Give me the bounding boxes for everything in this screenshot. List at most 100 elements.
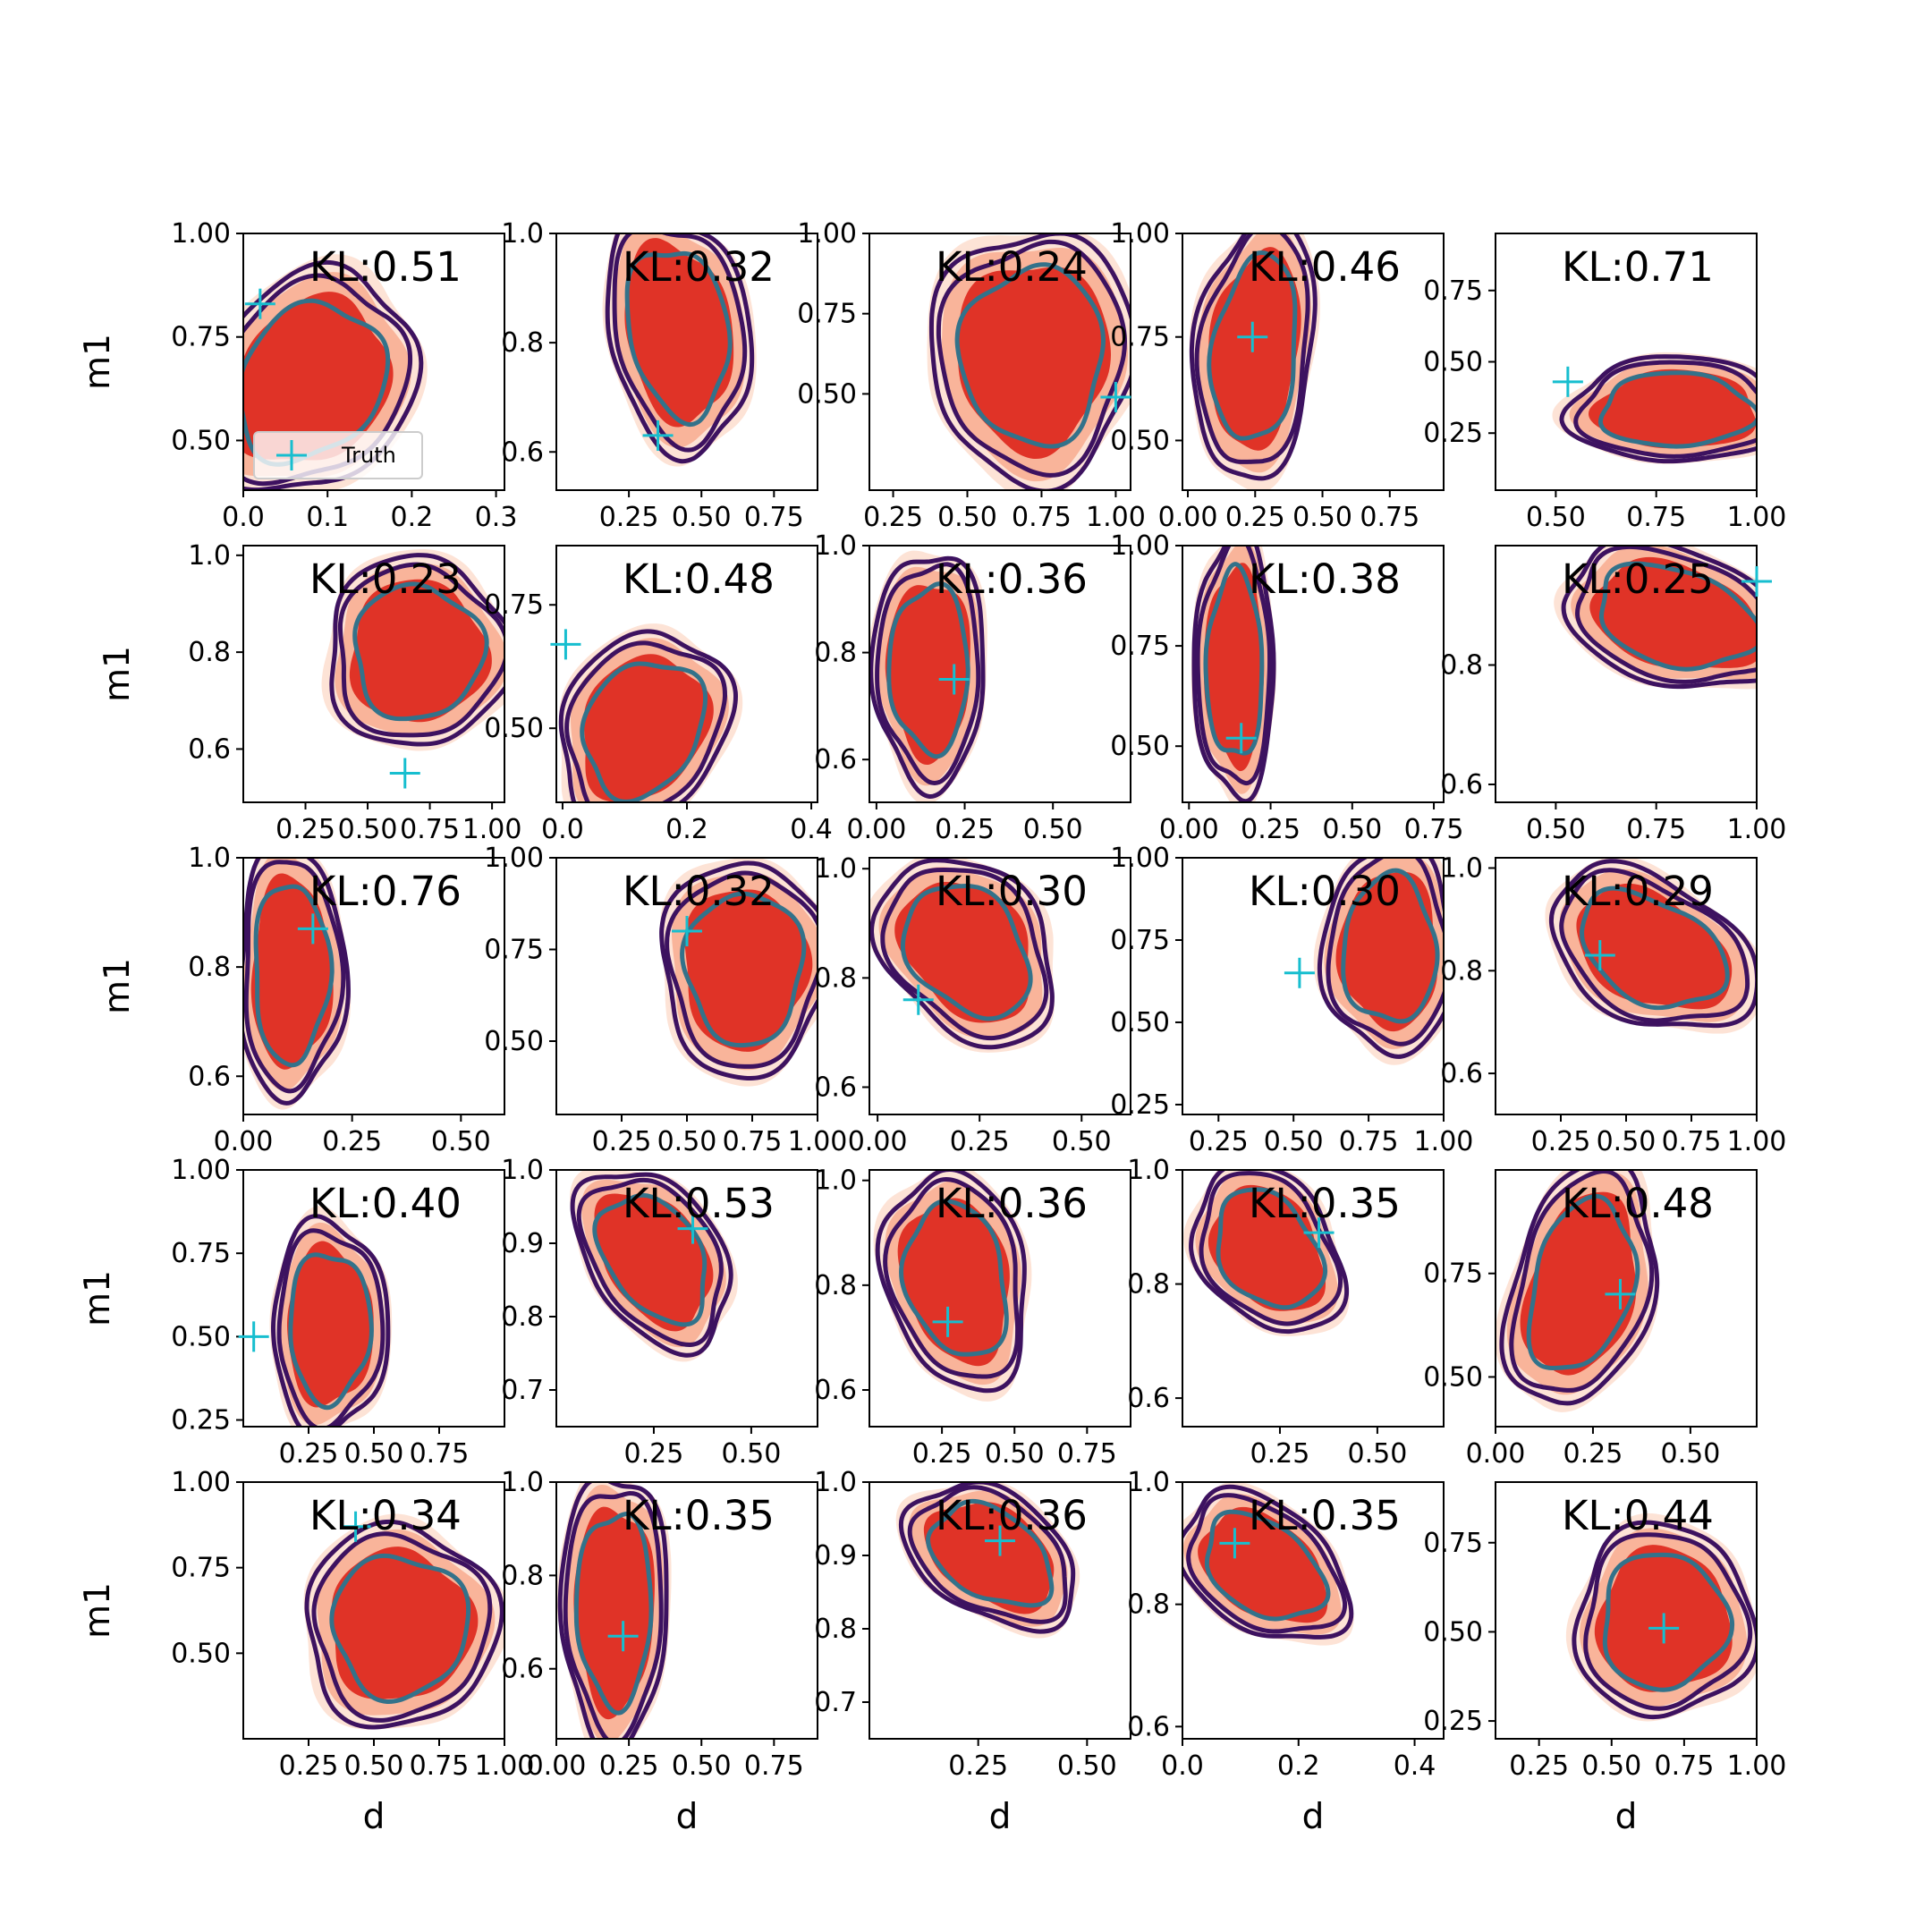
- density-fill-inner: [923, 1502, 1055, 1614]
- x-tick-label: 0.50: [722, 1438, 782, 1470]
- x-tick-label: 0.1: [306, 502, 349, 533]
- density-fill-inner: [957, 267, 1112, 460]
- y-tick-label: 0.25: [171, 1405, 231, 1436]
- y-tick-label: 1.00: [1110, 218, 1170, 250]
- x-tick-label: 0.75: [1057, 1438, 1117, 1470]
- panel-grid: 0.0 0.1 0.2 0.30.500.751.00KL:0.51m1Truth0.…: [78, 218, 1786, 1837]
- x-tick-label: 0.25: [1250, 1438, 1310, 1470]
- density-fill-inner: [1589, 369, 1757, 449]
- kl-annotation: KL:0.35: [1249, 1180, 1401, 1227]
- panel-11: 0.00 0.25 0.50 0.6 0.8 1.0 KL:0.76 m1: [97, 843, 505, 1157]
- y-tick-label: 0.75: [797, 299, 857, 330]
- panel-20: 0.00 0.25 0.50 0.50 0.75 KL:0.48: [1423, 1169, 1758, 1470]
- x-tick-label: 0.50: [1348, 1438, 1408, 1470]
- x-tick-label: 0.75: [744, 1750, 804, 1782]
- y-tick-label: 0.50: [171, 1321, 231, 1352]
- panel-17: 0.25 0.50 0.7 0.8 0.9 1.0 KL:0.53: [501, 1155, 818, 1470]
- x-tick-label: 0.4: [790, 814, 833, 845]
- panel-24: 0.0 0.2 0.4 0.6 0.8 1.0 KL:0.35 d: [1127, 1467, 1445, 1837]
- panel-frame: [1182, 1481, 1445, 1740]
- panel-22: 0.00 0.25 0.50 0.75 0.6 0.8 1.0 KL:0.35 d: [501, 1467, 818, 1837]
- truth-marker: [938, 664, 970, 695]
- x-tick-label: 0.25: [279, 1750, 339, 1782]
- x-tick-label: 0.50: [657, 1126, 717, 1157]
- truth-marker: [389, 758, 420, 789]
- panel-plot-area: [927, 233, 1131, 490]
- x-tick-label: 0.50: [1322, 814, 1382, 845]
- panel-9: 0.00 0.25 0.50 0.75 0.50 0.75 1.00 KL:0.38: [1110, 530, 1463, 845]
- contour-inner: [680, 891, 807, 1048]
- contour-outer-1: [243, 858, 351, 1106]
- panel-plot-area: [1313, 858, 1444, 1065]
- contour-inner: [1204, 1509, 1331, 1622]
- panel-plot-area: [873, 1170, 1032, 1402]
- truth-marker: [238, 1321, 269, 1352]
- y-tick-label: 0.75: [1110, 631, 1170, 662]
- contour-outer-2: [1559, 868, 1750, 1023]
- x-tick-label: 0.25: [624, 1438, 684, 1470]
- y-tick-label: 0.75: [1423, 1528, 1483, 1559]
- y-tick-label: 0.6: [188, 733, 231, 765]
- kl-annotation: KL:0.23: [309, 555, 462, 603]
- y-tick-label: 1.0: [1127, 1467, 1170, 1498]
- panel-frame: [1495, 1169, 1758, 1428]
- panel-plot-area: [1189, 233, 1320, 490]
- contour-outer-2: [880, 867, 1049, 1041]
- x-tick-label: 0.25: [1241, 814, 1301, 845]
- kl-annotation: KL:0.30: [936, 868, 1088, 915]
- y-tick-label: 0.6: [814, 744, 857, 775]
- kl-annotation: KL:0.76: [309, 868, 462, 915]
- contour-inner: [624, 250, 733, 428]
- y-tick-label: 0.25: [1423, 1706, 1483, 1737]
- x-tick-label: 0.25: [950, 1126, 1010, 1157]
- contour-inner: [1203, 562, 1265, 756]
- contour-outer-2: [1573, 360, 1757, 459]
- y-tick-label: 0.6: [814, 1375, 857, 1406]
- x-tick-label: 0.75: [400, 814, 460, 845]
- truth-marker: [1100, 381, 1131, 412]
- contour-inner: [1341, 868, 1440, 1024]
- contour-outer-2: [1583, 1532, 1753, 1711]
- x-tick-label: 0.00: [214, 1126, 274, 1157]
- truth-marker: [677, 1213, 708, 1244]
- x-tick-label: 0.50: [1526, 502, 1586, 533]
- contour-outer-2: [564, 640, 728, 802]
- panel-8: 0.00 0.25 0.50 0.6 0.8 1.0 KL:0.36: [814, 530, 1131, 845]
- contour-outer-2: [665, 870, 818, 1069]
- panel-2: 0.25 0.50 0.75 0.6 0.8 1.0 KL:0.32: [501, 218, 818, 533]
- contour-outer-2: [875, 562, 981, 785]
- x-tick-label: 0.25: [935, 814, 995, 845]
- x-tick-label: 0.00: [1158, 502, 1218, 533]
- panel-25: 0.25 0.50 0.75 1.00 0.25 0.50 0.75 KL:0.44 d: [1423, 1481, 1786, 1837]
- contour-inner: [1597, 370, 1757, 449]
- density-fill-inner: [885, 585, 970, 765]
- panel-plot-area: [869, 858, 1055, 1053]
- y-tick-label: 0.8: [1127, 1269, 1170, 1301]
- y-tick-label: 1.00: [1110, 530, 1170, 562]
- contour-inner: [352, 581, 489, 722]
- contour-inner: [1602, 1552, 1735, 1692]
- kl-annotation: KL:0.35: [1249, 1492, 1401, 1539]
- y-tick-label: 0.25: [1423, 418, 1483, 449]
- panel-frame: [869, 1169, 1131, 1428]
- y-tick-label: 0.6: [501, 1654, 544, 1685]
- x-tick-label: 1.00: [462, 814, 522, 845]
- truth-marker: [340, 1511, 371, 1542]
- y-tick-label: 0.75: [171, 1238, 231, 1269]
- contour-inner: [573, 1511, 654, 1716]
- contour-outer-1: [1499, 1170, 1660, 1406]
- panel-frame: [242, 545, 505, 803]
- y-tick-label: 0.50: [1423, 347, 1483, 378]
- y-tick-label: 0.8: [501, 1301, 544, 1333]
- contour-outer-2: [936, 239, 1127, 478]
- truth-marker: [1584, 940, 1615, 971]
- x-tick-label: 0.25: [275, 814, 335, 845]
- x-tick-label: 0.50: [1023, 814, 1083, 845]
- legend: Truth: [253, 431, 423, 479]
- contour-inner: [329, 1553, 471, 1705]
- y-tick-label: 0.8: [188, 952, 231, 983]
- x-axis-label: d: [1302, 1797, 1325, 1837]
- legend-label: Truth: [341, 443, 396, 468]
- density-fill-inner: [243, 292, 394, 461]
